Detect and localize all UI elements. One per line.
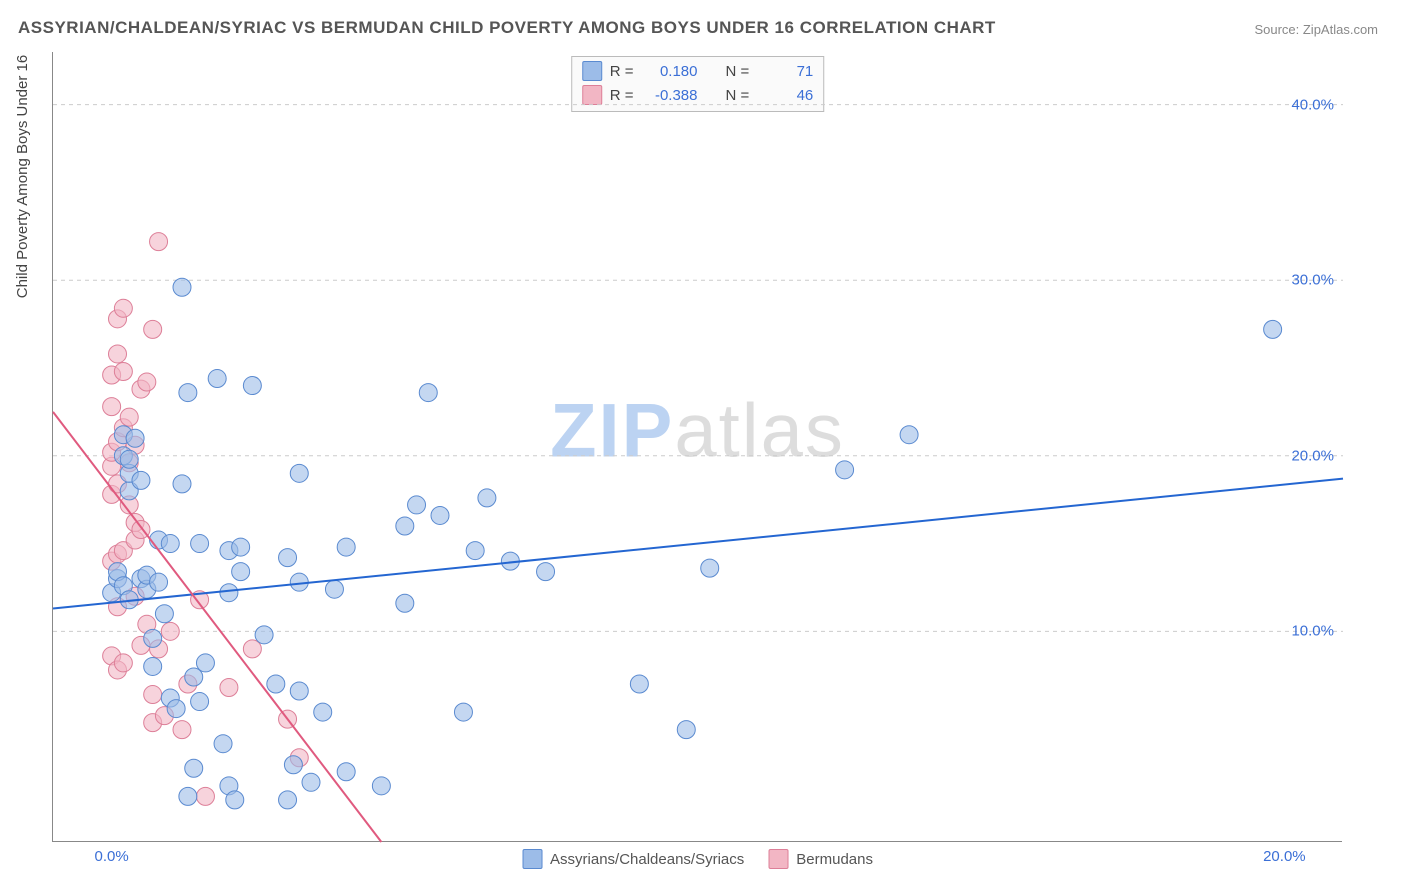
scatter-point	[179, 384, 197, 402]
scatter-point	[109, 345, 127, 363]
scatter-point	[191, 535, 209, 553]
scatter-point	[226, 791, 244, 809]
scatter-point	[114, 299, 132, 317]
source-attribution: Source: ZipAtlas.com	[1254, 22, 1378, 37]
scatter-point	[144, 629, 162, 647]
scatter-point	[196, 654, 214, 672]
series-legend: Assyrians/Chaldeans/Syriacs Bermudans	[522, 849, 873, 869]
scatter-point	[114, 363, 132, 381]
scatter-point	[396, 594, 414, 612]
scatter-point	[302, 773, 320, 791]
scatter-point	[431, 506, 449, 524]
scatter-point	[120, 450, 138, 468]
y-tick-label: 10.0%	[1291, 623, 1334, 640]
scatter-point	[214, 735, 232, 753]
scatter-point	[220, 679, 238, 697]
scatter-point	[836, 461, 854, 479]
scatter-point	[396, 517, 414, 535]
scatter-point	[232, 563, 250, 581]
scatter-point	[173, 721, 191, 739]
scatter-point	[144, 657, 162, 675]
scatter-point	[408, 496, 426, 514]
scatter-point	[120, 408, 138, 426]
scatter-point	[150, 573, 168, 591]
legend-item-series-1: Bermudans	[768, 849, 873, 869]
x-tick-label: 20.0%	[1263, 848, 1306, 865]
scatter-point	[220, 584, 238, 602]
scatter-point	[243, 377, 261, 395]
scatter-point	[630, 675, 648, 693]
legend-swatch-series-0	[522, 849, 542, 869]
scatter-point	[191, 693, 209, 711]
scatter-point	[161, 535, 179, 553]
scatter-point	[267, 675, 285, 693]
scatter-point	[196, 787, 214, 805]
scatter-point	[279, 791, 297, 809]
y-axis-label: Child Poverty Among Boys Under 16	[14, 55, 31, 298]
scatter-point	[337, 763, 355, 781]
scatter-point	[677, 721, 695, 739]
legend-swatch-series-1	[768, 849, 788, 869]
scatter-point	[173, 278, 191, 296]
legend-label-series-1: Bermudans	[796, 851, 873, 868]
scatter-point	[138, 373, 156, 391]
scatter-point	[173, 475, 191, 493]
scatter-point	[132, 471, 150, 489]
scatter-point	[103, 398, 121, 416]
scatter-point	[454, 703, 472, 721]
scatter-point	[466, 542, 484, 560]
scatter-point	[161, 622, 179, 640]
scatter-point	[114, 654, 132, 672]
y-tick-label: 30.0%	[1291, 272, 1334, 289]
scatter-point	[155, 605, 173, 623]
scatter-point	[284, 756, 302, 774]
scatter-point	[325, 580, 343, 598]
chart-title: ASSYRIAN/CHALDEAN/SYRIAC VS BERMUDAN CHI…	[18, 18, 996, 38]
y-tick-label: 20.0%	[1291, 447, 1334, 464]
scatter-point	[314, 703, 332, 721]
scatter-point	[279, 549, 297, 567]
scatter-point	[701, 559, 719, 577]
legend-label-series-0: Assyrians/Chaldeans/Syriacs	[550, 851, 744, 868]
legend-item-series-0: Assyrians/Chaldeans/Syriacs	[522, 849, 744, 869]
scatter-point	[208, 370, 226, 388]
scatter-point	[167, 700, 185, 718]
regression-line	[53, 412, 381, 842]
scatter-point	[478, 489, 496, 507]
scatter-point	[144, 320, 162, 338]
y-tick-label: 40.0%	[1291, 96, 1334, 113]
scatter-point	[126, 429, 144, 447]
plot-area: ZIPatlas R = 0.180 N = 71 R = -0.388 N =…	[52, 52, 1342, 842]
scatter-point	[185, 759, 203, 777]
scatter-point	[337, 538, 355, 556]
scatter-point	[419, 384, 437, 402]
scatter-point	[150, 233, 168, 251]
plot-svg	[53, 52, 1342, 841]
scatter-point	[900, 426, 918, 444]
scatter-point	[1264, 320, 1282, 338]
scatter-point	[290, 464, 308, 482]
scatter-point	[144, 686, 162, 704]
x-tick-label: 0.0%	[95, 848, 129, 865]
scatter-point	[255, 626, 273, 644]
scatter-point	[290, 682, 308, 700]
scatter-point	[179, 787, 197, 805]
scatter-point	[537, 563, 555, 581]
scatter-point	[372, 777, 390, 795]
scatter-point	[232, 538, 250, 556]
